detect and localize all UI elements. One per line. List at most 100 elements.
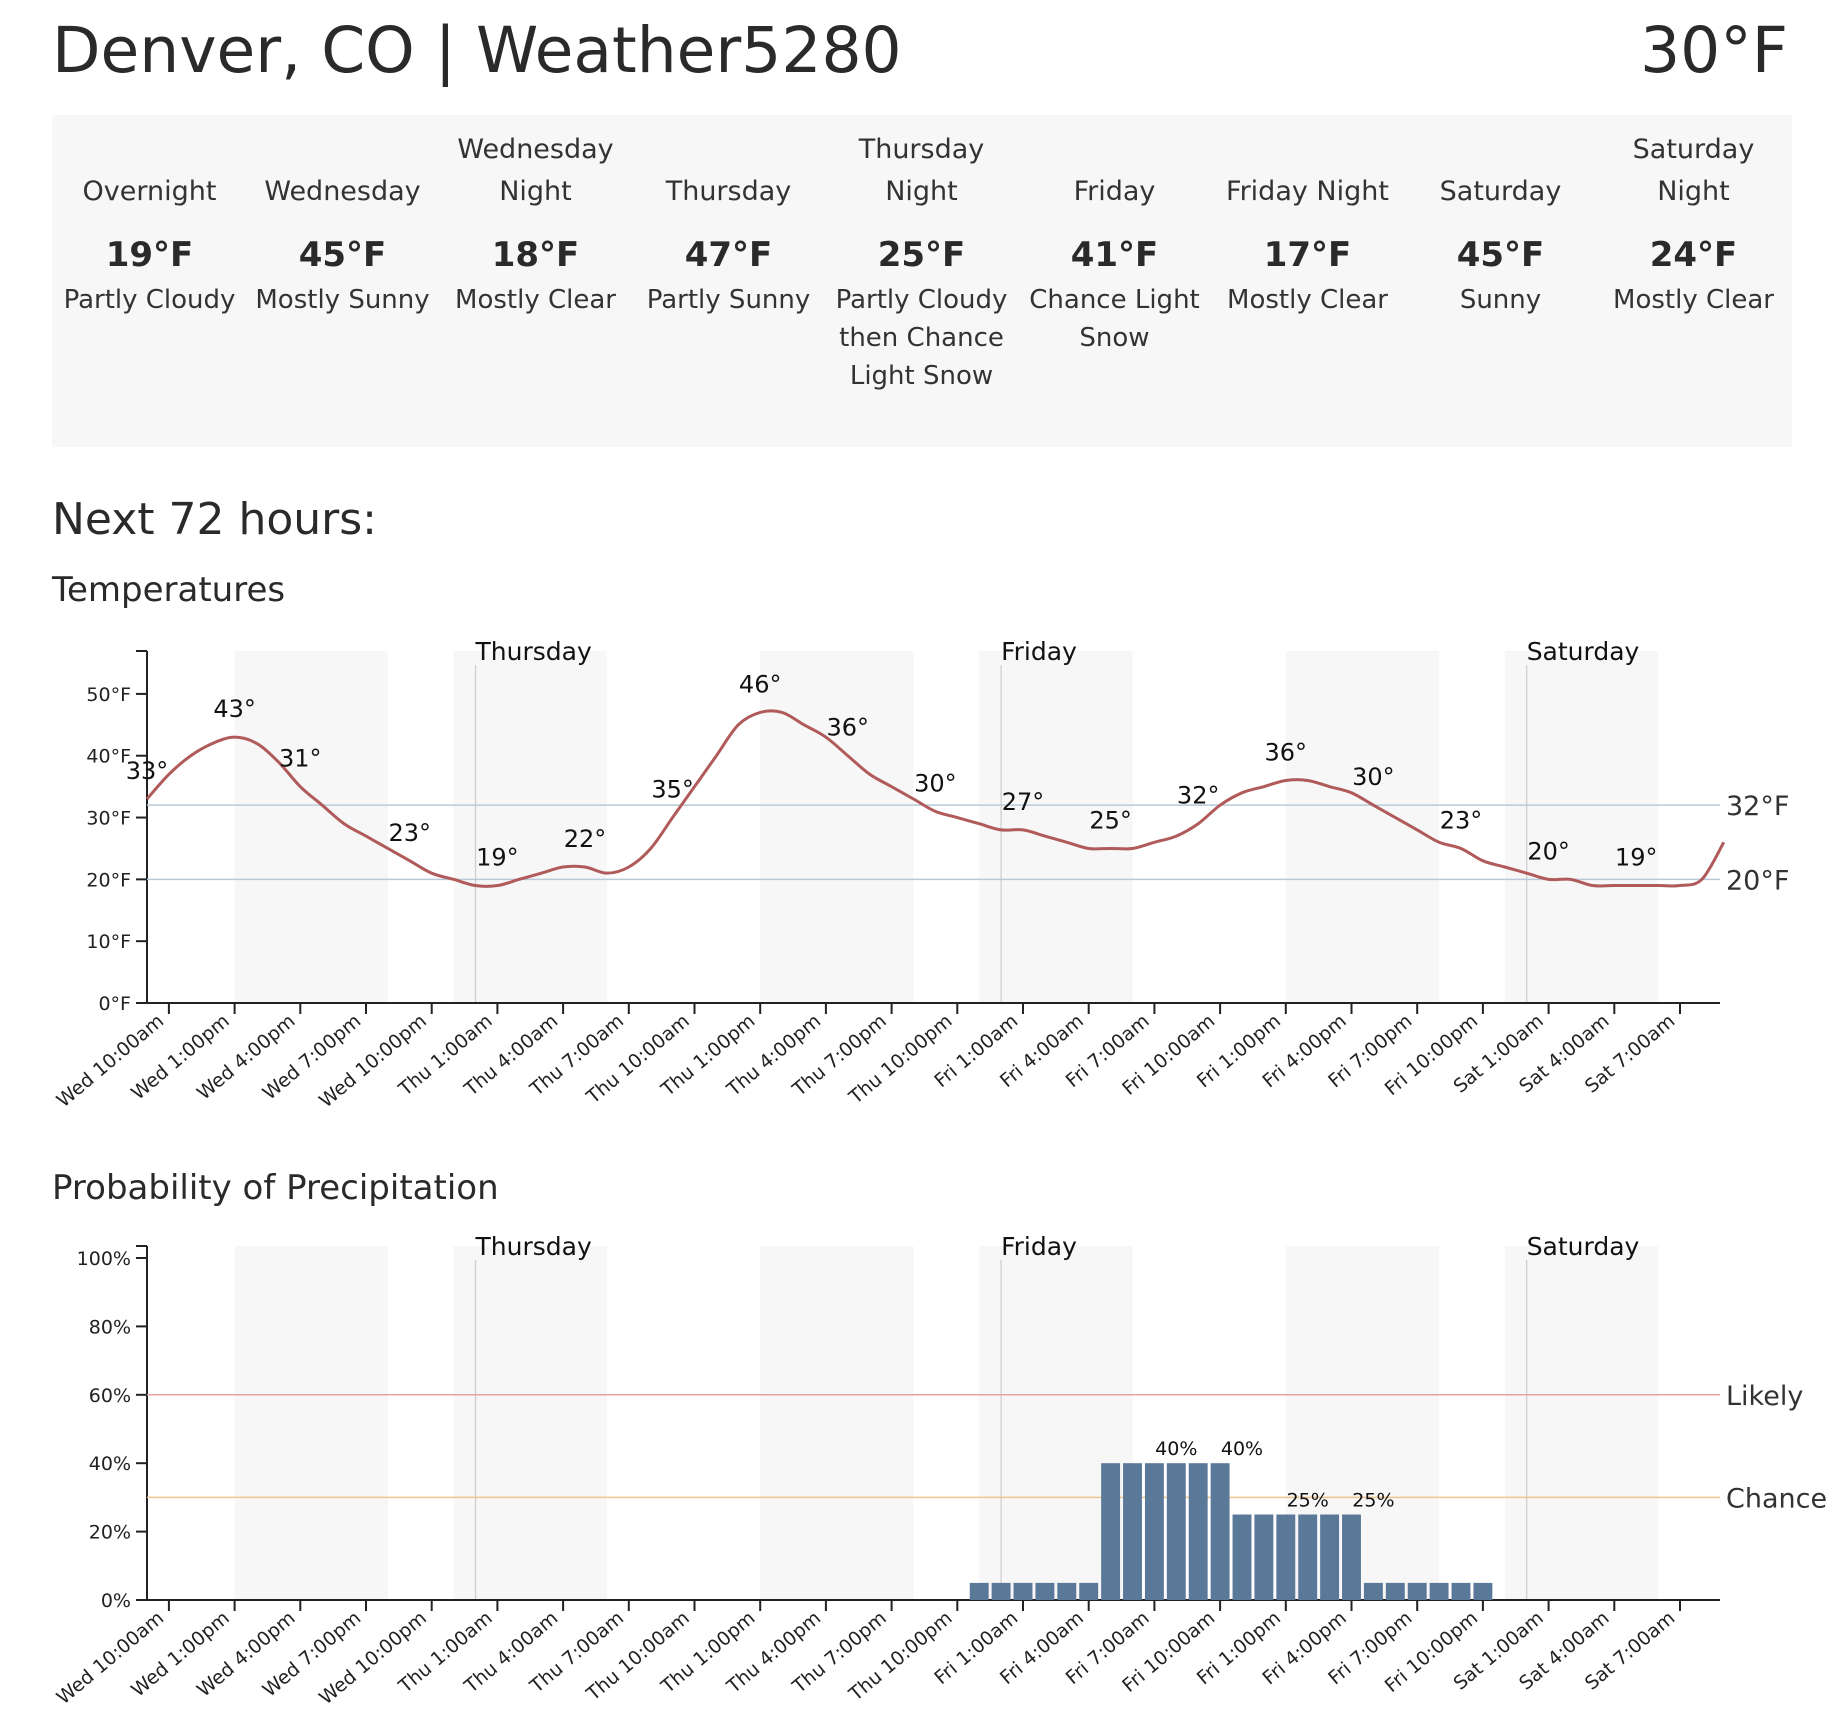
day-label: Thursday bbox=[475, 1232, 592, 1261]
precipitation-bar bbox=[1166, 1463, 1186, 1600]
temperature-point-label: 30° bbox=[1352, 763, 1395, 791]
precipitation-bar bbox=[1385, 1582, 1405, 1600]
reference-line-label: 20°F bbox=[1726, 865, 1789, 896]
temperature-point-label: 36° bbox=[827, 714, 870, 742]
precipitation-bar bbox=[1342, 1514, 1361, 1600]
x-tick-label: Wed 10:00am bbox=[53, 1010, 169, 1112]
temperature-point-label: 19° bbox=[476, 844, 519, 872]
forecast-period-desc: Mostly Clear bbox=[1227, 285, 1388, 315]
forecast-period-desc: Mostly Sunny bbox=[255, 285, 430, 315]
y-tick-label: 60% bbox=[89, 1385, 131, 1407]
precipitation-bar bbox=[1451, 1582, 1471, 1600]
forecast-period: Saturday Night 24°F Mostly Clear bbox=[1597, 115, 1790, 319]
forecast-period-desc: Partly Cloudy then Chance Light Snow bbox=[835, 285, 1008, 391]
precipitation-bar bbox=[1298, 1514, 1318, 1600]
precipitation-bar bbox=[1254, 1514, 1274, 1600]
night-band bbox=[760, 651, 914, 1003]
y-tick-label: 40% bbox=[89, 1453, 131, 1475]
night-band bbox=[453, 1246, 607, 1600]
current-temperature: 30°F bbox=[1640, 14, 1788, 87]
temperature-point-label: 32° bbox=[1177, 782, 1220, 810]
forecast-period-desc: Sunny bbox=[1459, 285, 1542, 315]
forecast-period-desc: Chance Light Snow bbox=[1029, 285, 1200, 353]
precipitation-chart-title: Probability of Precipitation bbox=[52, 1168, 499, 1208]
temperature-point-label: 22° bbox=[564, 825, 607, 853]
forecast-period-name: Saturday bbox=[1439, 176, 1562, 207]
precipitation-bar bbox=[1123, 1463, 1142, 1600]
forecast-period-desc: Mostly Clear bbox=[1613, 285, 1774, 315]
day-label: Saturday bbox=[1527, 1232, 1640, 1261]
temperature-chart-title: Temperatures bbox=[52, 570, 286, 610]
y-tick-label: 20°F bbox=[86, 869, 131, 891]
forecast-period: Friday 41°F Chance Light Snow bbox=[1018, 115, 1211, 357]
forecast-period: Wednesday Night 18°F Mostly Clear bbox=[439, 115, 632, 319]
temperature-line bbox=[145, 709, 1726, 888]
day-label: Friday bbox=[1001, 637, 1077, 666]
forecast-period-name: Overnight bbox=[82, 176, 217, 207]
forecast-period-temp: 24°F bbox=[1649, 235, 1738, 275]
precipitation-bar bbox=[1320, 1514, 1340, 1600]
night-band bbox=[234, 1246, 388, 1600]
forecast-period-name: Thursday Night bbox=[858, 134, 985, 207]
temperature-point-label: 23° bbox=[1440, 806, 1483, 834]
y-tick-label: 40°F bbox=[86, 746, 131, 768]
y-tick-label: 0% bbox=[101, 1590, 131, 1612]
forecast-period-desc: Partly Cloudy bbox=[63, 285, 236, 315]
forecast-period: Overnight 19°F Partly Cloudy bbox=[53, 115, 246, 319]
precipitation-bar bbox=[1232, 1514, 1252, 1600]
night-band bbox=[760, 1246, 914, 1600]
forecast-panel: Overnight 19°F Partly Cloudy Wednesday 45°F M… bbox=[52, 115, 1792, 447]
night-band bbox=[1285, 651, 1440, 1003]
precipitation-bar bbox=[1035, 1582, 1055, 1600]
forecast-period-name: Saturday Night bbox=[1632, 134, 1755, 207]
reference-line-label: Chance bbox=[1726, 1483, 1827, 1514]
precipitation-bar bbox=[1363, 1582, 1383, 1600]
y-tick-label: 50°F bbox=[86, 684, 131, 706]
precipitation-bar bbox=[1101, 1463, 1121, 1600]
precipitation-bar bbox=[1210, 1463, 1230, 1600]
temperature-point-label: 33° bbox=[126, 757, 169, 785]
precipitation-chart: Thursday Friday Saturday 0% 20% 40% 60% 80% 100%… bbox=[53, 1232, 1828, 1709]
forecast-period-temp: 18°F bbox=[491, 235, 580, 275]
temperature-point-label: 27° bbox=[1002, 788, 1045, 816]
temperature-point-label: 35° bbox=[651, 776, 694, 804]
temperature-point-label: 19° bbox=[1615, 844, 1658, 872]
forecast-period-name: Friday Night bbox=[1226, 176, 1389, 207]
temperature-point-label: 31° bbox=[279, 745, 322, 773]
forecast-period-name: Thursday bbox=[665, 176, 792, 207]
night-band bbox=[979, 651, 1133, 1003]
precipitation-bar bbox=[1429, 1582, 1449, 1600]
forecast-period: Thursday Night 25°F Partly Cloudy then Cha… bbox=[825, 115, 1018, 395]
section-title: Next 72 hours: bbox=[52, 494, 377, 545]
forecast-period: Saturday 45°F Sunny bbox=[1404, 115, 1597, 319]
y-tick-label: 30°F bbox=[86, 808, 131, 830]
forecast-period-temp: 25°F bbox=[877, 235, 966, 275]
forecast-period-temp: 17°F bbox=[1263, 235, 1352, 275]
forecast-period-name: Wednesday bbox=[264, 176, 421, 207]
day-label: Saturday bbox=[1527, 637, 1640, 666]
page-title: Denver, CO | Weather5280 bbox=[52, 14, 902, 87]
precipitation-value-label: 25% bbox=[1287, 1490, 1329, 1512]
forecast-period-name: Wednesday Night bbox=[457, 134, 614, 207]
reference-line-label: Likely bbox=[1726, 1381, 1803, 1412]
y-tick-label: 80% bbox=[89, 1316, 131, 1338]
forecast-period-temp: 41°F bbox=[1070, 235, 1159, 275]
forecast-period-temp: 47°F bbox=[684, 235, 773, 275]
forecast-period: Friday Night 17°F Mostly Clear bbox=[1211, 115, 1404, 319]
y-tick-label: 10°F bbox=[86, 931, 131, 953]
night-band bbox=[234, 651, 388, 1003]
precipitation-value-label: 25% bbox=[1352, 1490, 1394, 1512]
precipitation-bar bbox=[1473, 1582, 1493, 1600]
temperature-point-label: 30° bbox=[914, 769, 957, 797]
temperature-point-label: 23° bbox=[389, 819, 432, 847]
precipitation-bar bbox=[1057, 1582, 1077, 1600]
precipitation-bar bbox=[1188, 1463, 1208, 1600]
night-band bbox=[453, 651, 607, 1003]
y-tick-label: 20% bbox=[89, 1522, 131, 1544]
temperature-chart: Thursday Friday Saturday 0°F 10°F 20°F 30°F 40°… bbox=[53, 637, 1790, 1112]
forecast-period-name: Friday bbox=[1073, 176, 1156, 207]
night-band bbox=[1504, 1246, 1659, 1600]
forecast-period-desc: Partly Sunny bbox=[646, 285, 811, 315]
forecast-period-temp: 45°F bbox=[298, 235, 387, 275]
precipitation-bar bbox=[1013, 1582, 1033, 1600]
